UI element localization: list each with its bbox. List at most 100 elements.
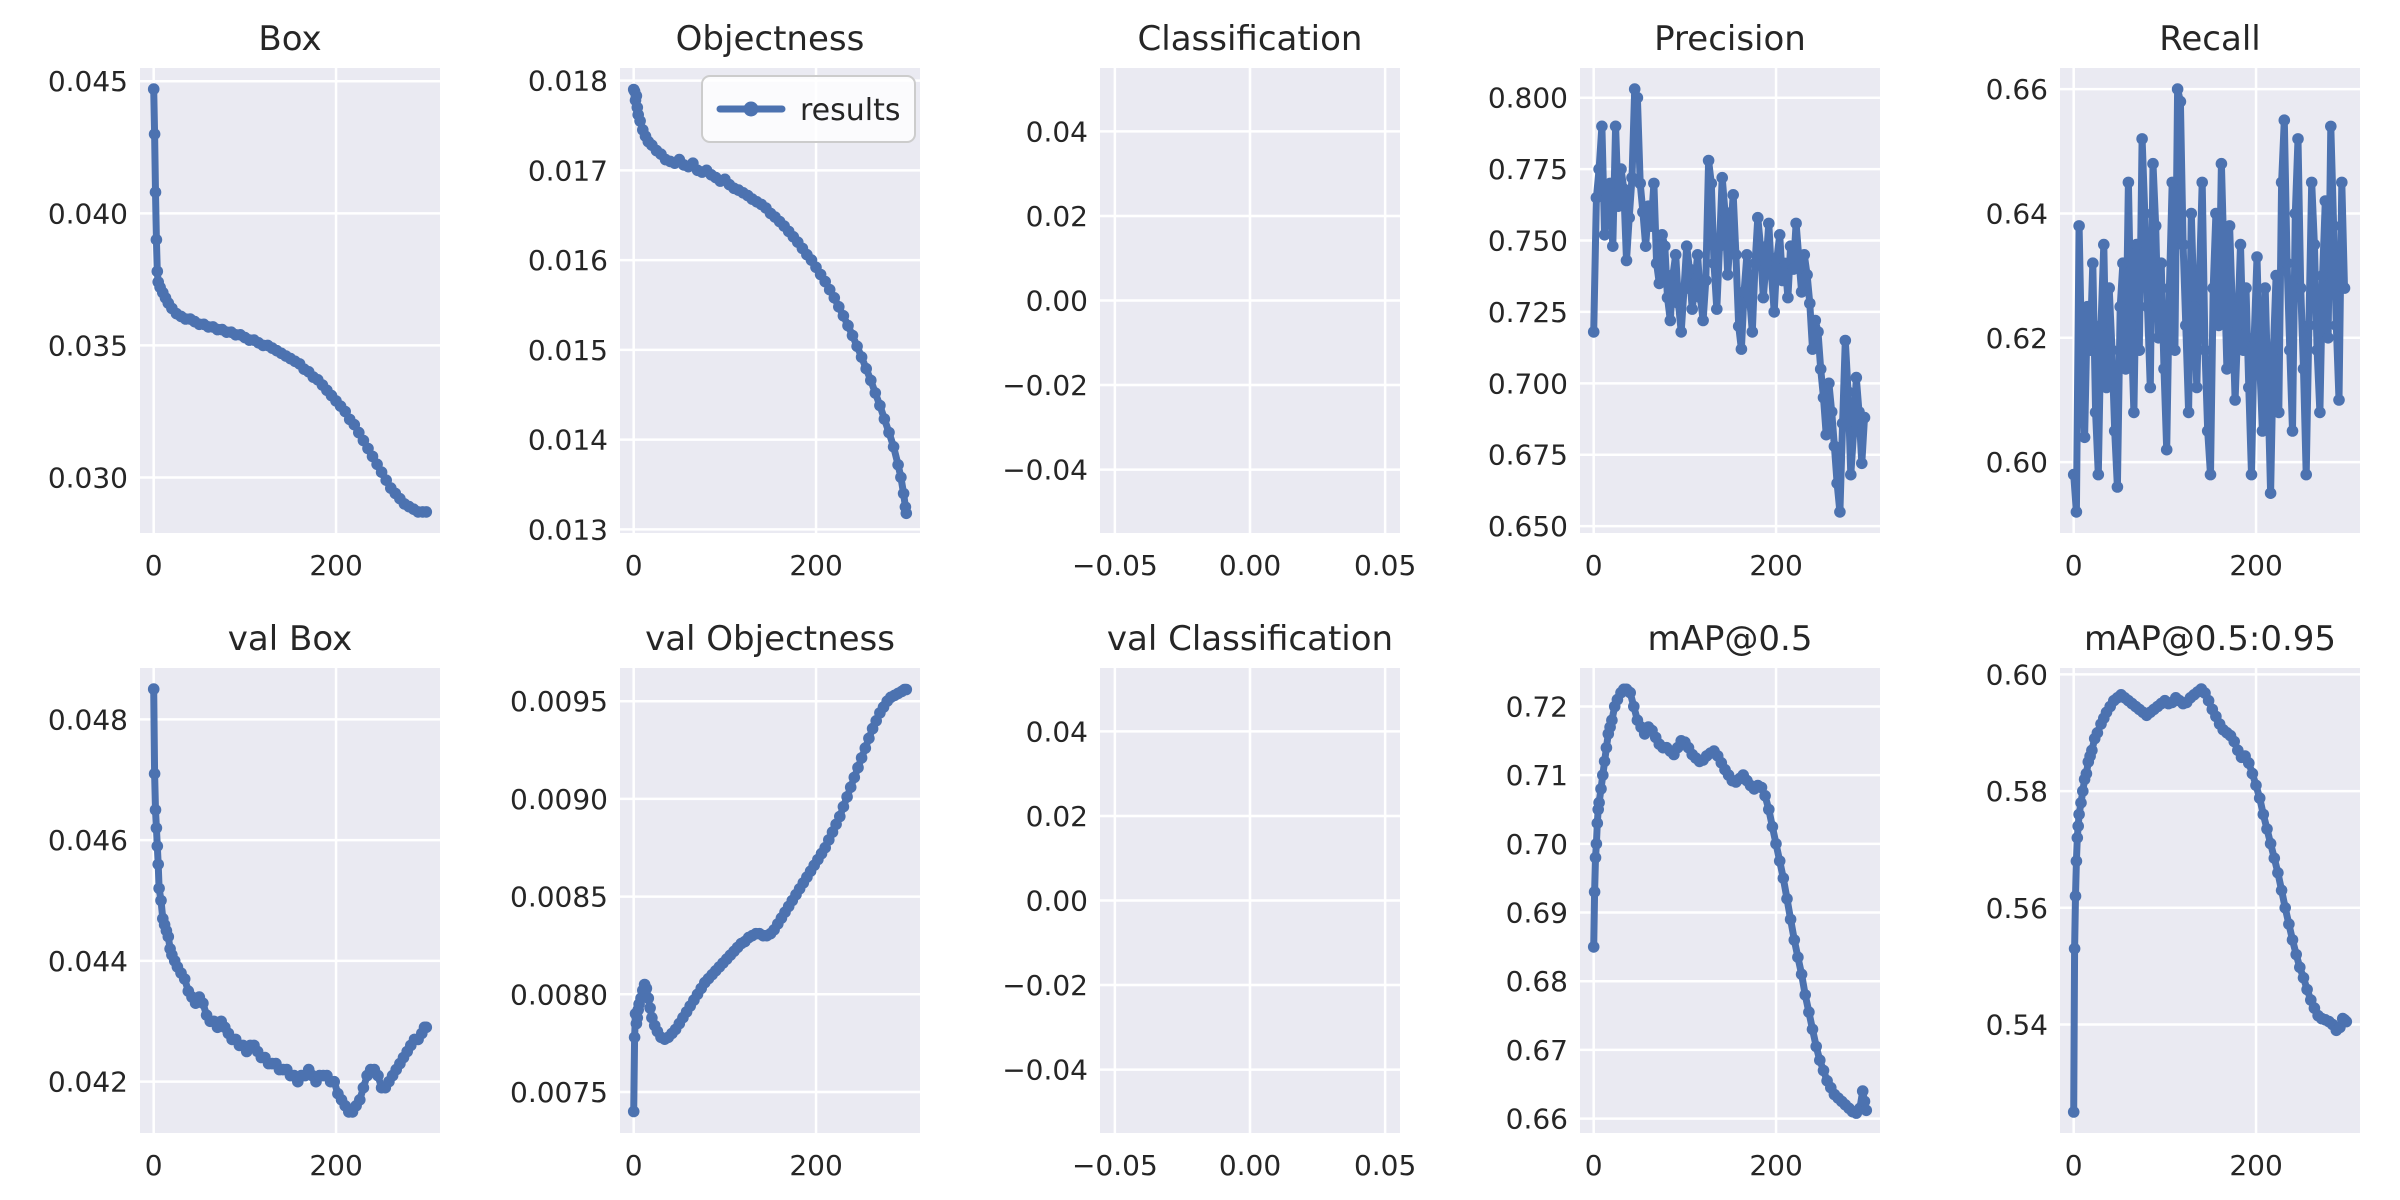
chart-canvas: Precision0.8000.7750.7500.7250.7000.6750…: [1488, 19, 1880, 582]
x-tick-labels: 0 200: [1585, 1149, 1803, 1182]
svg-text:0.0075: 0.0075: [510, 1076, 608, 1109]
svg-text:200: 200: [2229, 549, 2282, 582]
svg-text:−0.05: −0.05: [1072, 549, 1158, 582]
series-markers: [2067, 83, 2351, 518]
y-tick-labels: 0.66 0.64 0.62 0.60: [1986, 73, 2048, 479]
svg-text:0.040: 0.040: [48, 197, 128, 230]
svg-text:0.71: 0.71: [1506, 759, 1568, 792]
chart-canvas: val Objectness0.00950.00900.00850.00800.…: [510, 619, 920, 1182]
svg-text:0.046: 0.046: [48, 824, 128, 857]
svg-text:0.650: 0.650: [1488, 510, 1568, 543]
legend: results: [701, 75, 916, 143]
svg-text:0.00: 0.00: [1026, 885, 1088, 918]
svg-text:0: 0: [625, 1149, 643, 1182]
plot-title: val Box: [228, 619, 352, 659]
svg-text:0.015: 0.015: [528, 334, 608, 367]
plot-area-bg: [620, 68, 920, 533]
svg-text:0.66: 0.66: [1506, 1103, 1568, 1136]
subplot-precision: Precision 0.800 0.775 0.750 0.725 0.700 0.675 0…: [1440, 0, 1920, 600]
svg-text:0.67: 0.67: [1506, 1034, 1568, 1067]
gridlines: [1100, 68, 1400, 533]
legend-box: [701, 75, 916, 143]
svg-text:200: 200: [789, 549, 842, 582]
gridlines: [2060, 668, 2360, 1133]
svg-text:0.66: 0.66: [1986, 73, 2048, 106]
plot-area-bg: [140, 668, 440, 1133]
series-markers: [1587, 83, 1871, 518]
plot-area-bg: [2060, 668, 2360, 1133]
gridlines: [140, 68, 440, 533]
subplot-val-classification: val Classification 0.04 0.02 0.00 −0.02 −0.04…: [960, 600, 1440, 1200]
svg-text:−0.02: −0.02: [1002, 969, 1088, 1002]
series-line: [1590, 85, 1868, 516]
svg-text:0.750: 0.750: [1488, 225, 1568, 258]
svg-text:0.042: 0.042: [48, 1066, 128, 1099]
svg-text:−0.02: −0.02: [1002, 369, 1088, 402]
svg-text:0.64: 0.64: [1986, 197, 2048, 230]
svg-text:0: 0: [1585, 1149, 1603, 1182]
series-markers: [147, 683, 433, 1118]
y-tick-labels: 0.800 0.775 0.750 0.725 0.700 0.675 0.650: [1488, 82, 1568, 543]
plot-title: mAP@0.5: [1648, 619, 1813, 659]
svg-text:0.00: 0.00: [1219, 549, 1281, 582]
y-tick-labels: 0.72 0.71 0.70 0.69 0.68 0.67 0.66: [1506, 690, 1568, 1135]
subplot-recall: Recall 0.66 0.64 0.62 0.60 0 200: [1920, 0, 2400, 600]
x-tick-labels: 0 200: [625, 1149, 843, 1182]
chart-canvas: mAP@0.5:0.95 0.60 0.58 0.56 0.54 0 200: [1986, 619, 2360, 1182]
svg-text:0.044: 0.044: [48, 945, 128, 978]
svg-text:0.0095: 0.0095: [510, 685, 608, 718]
series-markers: [2067, 683, 2353, 1118]
legend-marker-sample: [743, 101, 759, 117]
svg-text:0.60: 0.60: [1986, 658, 2048, 691]
series-markers: [627, 683, 913, 1118]
series-markers: [627, 83, 913, 520]
svg-text:0.56: 0.56: [1986, 892, 2048, 925]
svg-text:0.800: 0.800: [1488, 82, 1568, 115]
chart-canvas: val Box 0.048 0.046 0.044 0.042 0 200: [48, 619, 440, 1182]
subplot-map-0-5-0-95: mAP@0.5:0.95 0.60 0.58 0.56 0.54 0 200: [1920, 600, 2400, 1200]
svg-text:0.0085: 0.0085: [510, 881, 608, 914]
plot-area-bg: [620, 668, 920, 1133]
svg-text:0.048: 0.048: [48, 703, 128, 736]
chart-canvas: Recall 0.66 0.64 0.62 0.60 0 200: [1986, 19, 2360, 582]
subplot-map-0-5: mAP@0.5 0.72 0.71 0.70 0.69 0.68 0.67 0.66 0 200: [1440, 600, 1920, 1200]
subplot-val-box: val Box 0.048 0.046 0.044 0.042 0 200: [0, 600, 480, 1200]
y-tick-labels: 0.04 0.02 0.00 −0.02 −0.04: [1002, 715, 1088, 1086]
chart-canvas: Classification 0.04 0.02 0.00 −0.02 −0.04 −0.0…: [1002, 19, 1416, 582]
subplot-classification: Classification 0.04 0.02 0.00 −0.02 −0.04 −0.0…: [960, 0, 1440, 600]
svg-text:0.02: 0.02: [1026, 200, 1088, 233]
svg-text:0.014: 0.014: [528, 424, 608, 457]
svg-text:0.0090: 0.0090: [510, 783, 608, 816]
svg-text:200: 200: [789, 1149, 842, 1182]
svg-text:200: 200: [1749, 549, 1802, 582]
svg-text:0.035: 0.035: [48, 329, 128, 362]
legend-label: results: [800, 93, 901, 128]
gridlines: [1100, 668, 1400, 1133]
plot-area-bg: [1580, 668, 1880, 1133]
plot-title: val Objectness: [645, 619, 895, 659]
subplot-box: Box 0.045 0.040 0.035 0.030 0 200: [0, 0, 480, 600]
svg-text:0: 0: [2065, 549, 2083, 582]
svg-text:0.045: 0.045: [48, 65, 128, 98]
svg-text:0.018: 0.018: [528, 65, 608, 98]
svg-text:0.72: 0.72: [1506, 690, 1568, 723]
plot-title: Precision: [1654, 19, 1806, 59]
svg-text:0: 0: [625, 549, 643, 582]
series-markers: [1587, 683, 1873, 1119]
svg-text:0.60: 0.60: [1986, 446, 2048, 479]
subplot-objectness: Objectness 0.018 0.017 0.016 0.015 0.014 0.013…: [480, 0, 960, 600]
x-tick-labels: −0.05 0.00 0.05: [1072, 549, 1416, 582]
plot-title: Objectness: [676, 19, 865, 59]
y-tick-labels: 0.045 0.040 0.035 0.030: [48, 65, 128, 494]
x-tick-labels: 0 200: [2065, 549, 2283, 582]
svg-text:0.017: 0.017: [528, 154, 608, 187]
svg-text:−0.04: −0.04: [1002, 454, 1088, 487]
svg-text:0.725: 0.725: [1488, 296, 1568, 329]
svg-text:0.05: 0.05: [1354, 1149, 1416, 1182]
svg-text:0.58: 0.58: [1986, 775, 2048, 808]
gridlines: [620, 68, 920, 533]
y-tick-labels: 0.04 0.02 0.00 −0.02 −0.04: [1002, 115, 1088, 486]
x-tick-labels: 0 200: [625, 549, 843, 582]
svg-text:0.016: 0.016: [528, 244, 608, 277]
svg-text:0.54: 0.54: [1986, 1008, 2048, 1041]
